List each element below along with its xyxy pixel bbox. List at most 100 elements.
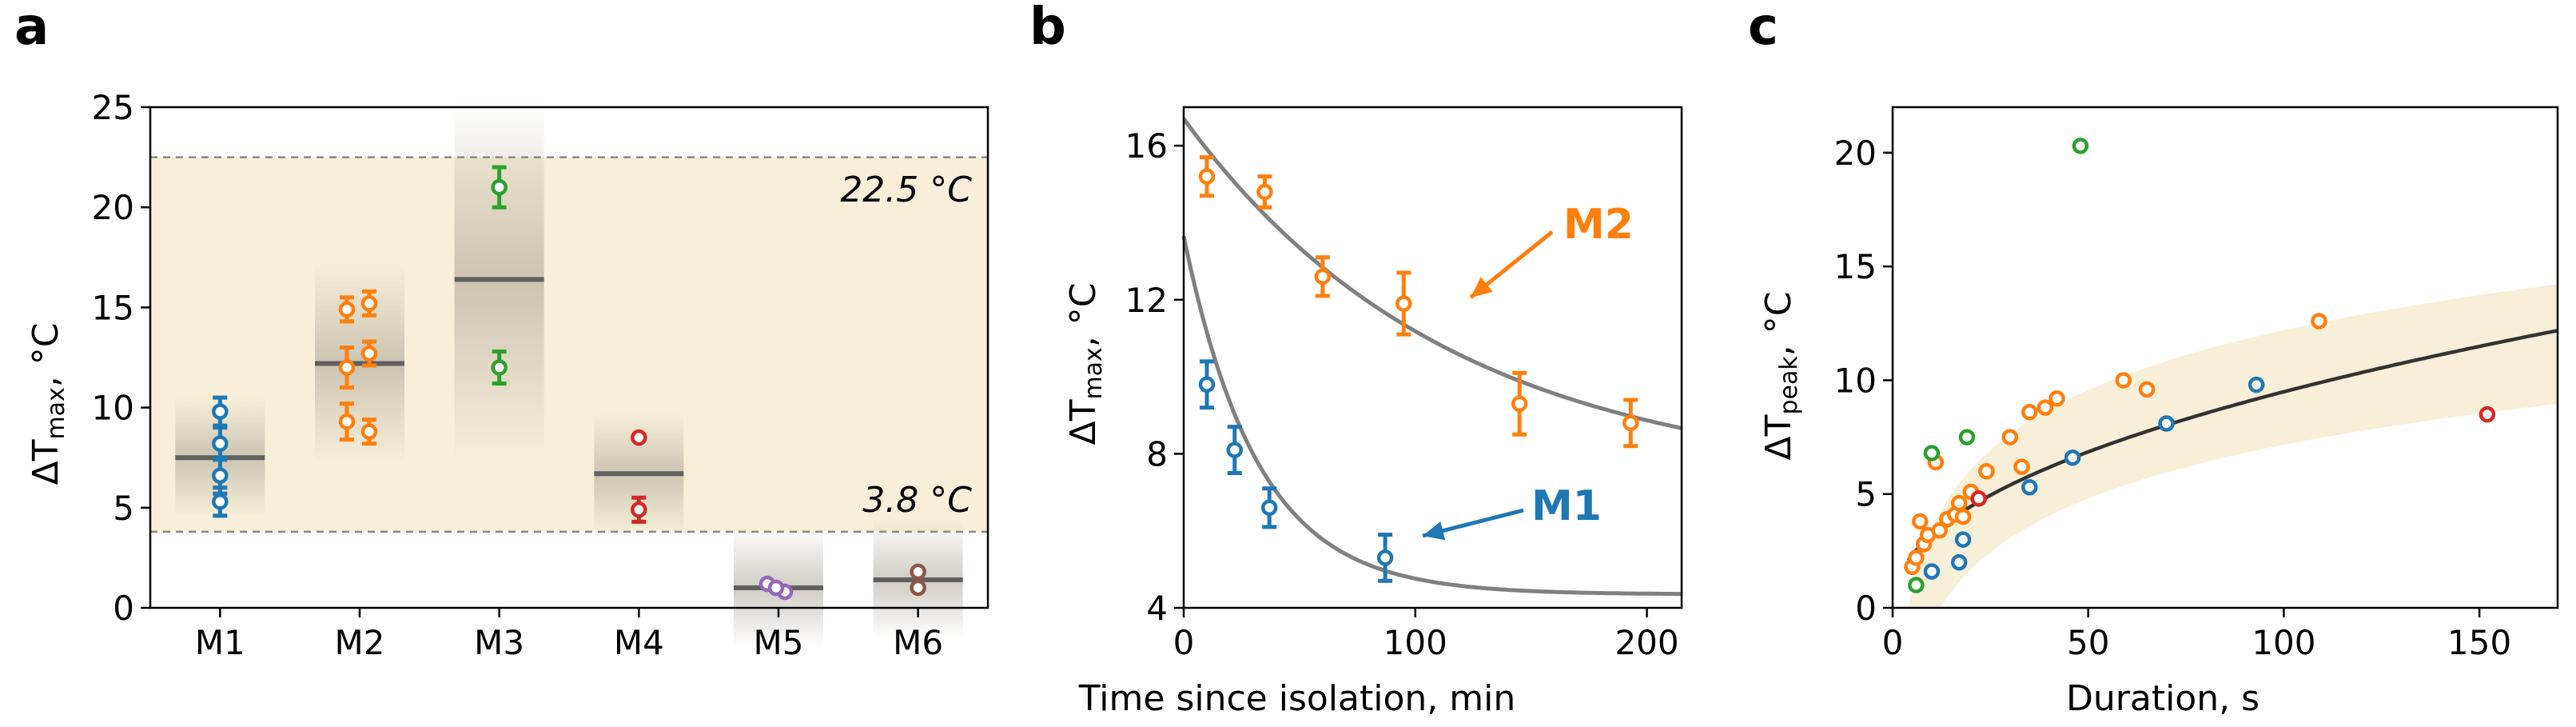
data-point-m4 [2478, 405, 2496, 423]
data-point-m1 [1260, 499, 1278, 517]
data-point-m1 [1198, 376, 1216, 393]
data-point-m2 [1198, 168, 1216, 185]
x-tick-label-a: M5 [754, 623, 804, 662]
ref-line-label-upper: 22.5 °C [840, 170, 972, 210]
data-point-m2 [2021, 404, 2038, 421]
data-point-m3 [1908, 577, 1925, 593]
data-point [360, 345, 378, 362]
data-point [910, 579, 926, 597]
data-point-m2 [2311, 313, 2327, 330]
x-tick-label-b: 0 [1173, 623, 1195, 662]
panel-letter-b: b [1029, 0, 1066, 57]
x-tick-label-a: M2 [335, 623, 385, 662]
data-point-m2 [1314, 268, 1332, 286]
data-point [631, 501, 647, 518]
data-point [631, 429, 647, 446]
data-point-m2 [1908, 549, 1925, 566]
chart-c: 0 5 10 15 20 0 50 100 150 [1834, 106, 2559, 662]
x-tick-label-c: 150 [2447, 623, 2511, 662]
x-tick-label-b: 100 [1384, 623, 1447, 662]
data-point [212, 467, 229, 484]
data-point-m2 [2138, 381, 2156, 398]
y-tick-label-b: 4 [1146, 589, 1168, 628]
data-point-m2 [1950, 494, 1968, 512]
y-tick-label-b: 8 [1146, 434, 1168, 473]
callout-label-m1: M1 [1531, 482, 1602, 530]
data-point-m1 [1950, 553, 1968, 571]
y-tick-label-a: 20 [92, 188, 134, 227]
data-point-m1 [1226, 441, 1243, 458]
fit-curve-m1 [1181, 235, 1682, 597]
data-point-m2 [2037, 399, 2054, 416]
data-point [767, 579, 785, 597]
chart-b: 4 8 12 16 0 100 200 [1125, 106, 1683, 662]
callout-label-m2: M2 [1563, 201, 1634, 249]
data-point-m1 [1923, 563, 1941, 580]
data-point-m2 [1978, 463, 1995, 480]
y-tick-label-c: 10 [1834, 361, 1877, 400]
ref-line-label-lower: 3.8 °C [862, 480, 972, 521]
data-point-m1 [2064, 449, 2081, 466]
x-tick-label-a: M1 [195, 623, 245, 662]
data-point-m1 [2158, 415, 2175, 432]
fit-curve-m2 [1181, 117, 1682, 430]
plot-frame-a [149, 106, 989, 609]
x-tick-label-a: M3 [474, 623, 524, 662]
data-point [212, 493, 229, 510]
data-point-m1 [2248, 376, 2265, 393]
fit-curve-c [1906, 329, 2558, 561]
data-point-m1 [1954, 531, 1972, 548]
x-tick-label-c: 0 [1882, 623, 1904, 662]
x-tick-label-c: 50 [2067, 623, 2109, 662]
y-tick-label-b: 12 [1125, 281, 1168, 320]
y-tick-label-c: 15 [1834, 247, 1877, 286]
data-point [360, 423, 378, 440]
data-point [338, 359, 356, 376]
callout-arrowhead-m2 [1471, 277, 1493, 298]
band-a [150, 157, 988, 532]
y-tick-label-a: 0 [113, 589, 134, 628]
data-point-m2 [1256, 183, 1273, 201]
data-point [910, 563, 926, 581]
data-point-m3 [1958, 429, 1976, 445]
data-point-m2 [2013, 458, 2030, 475]
data-point [338, 301, 356, 318]
y-tick-label-c: 20 [1834, 134, 1877, 173]
y-axis-label-c: ΔTpeak, °C [1758, 292, 1803, 461]
panel-letter-a: a [14, 0, 49, 57]
data-point [212, 435, 229, 452]
data-point-m2 [1931, 522, 1948, 539]
x-axis-label-b: Time since isolation, min [1078, 678, 1515, 719]
data-point-m2 [1511, 395, 1528, 413]
x-tick-label-a: M4 [614, 623, 664, 662]
data-point [491, 178, 508, 196]
data-point [212, 403, 229, 420]
data-point-m2 [2001, 429, 2019, 445]
y-tick-label-c: 5 [1855, 475, 1877, 514]
y-tick-label-a: 10 [92, 389, 134, 428]
y-tick-label-a: 25 [92, 88, 134, 127]
data-point-m2 [1395, 295, 1412, 312]
x-tick-label-c: 100 [2252, 623, 2315, 662]
data-point-m2 [1954, 508, 1972, 525]
y-axis-label-b: ΔTmax, °C [1063, 282, 1108, 445]
y-tick-label-c: 0 [1855, 589, 1877, 628]
data-point [360, 295, 378, 312]
chart-a: 0 5 10 15 20 25 M1 M2 M3 M4 M5 M6 [92, 88, 989, 662]
y-tick-label-a: 5 [113, 489, 134, 528]
x-tick-label-b: 200 [1614, 623, 1678, 662]
panel-letter-c: c [1748, 0, 1778, 57]
callout-arrowhead-m1 [1423, 521, 1446, 541]
plot-frame-c [1891, 106, 2559, 609]
data-point-m4 [1970, 490, 1987, 507]
data-point-m1 [2021, 478, 2038, 496]
y-axis-label-a: ΔTmax, °C [26, 322, 70, 485]
data-point-m2 [1622, 414, 1639, 432]
data-point-m3 [2072, 138, 2089, 154]
x-tick-label-a: M6 [893, 623, 943, 662]
data-point-m2 [2048, 389, 2065, 407]
x-axis-label-c: Duration, s [2066, 678, 2259, 719]
data-point-m2 [2115, 372, 2132, 389]
y-tick-label-b: 16 [1125, 126, 1168, 166]
plot-frame-b [1182, 106, 1683, 609]
